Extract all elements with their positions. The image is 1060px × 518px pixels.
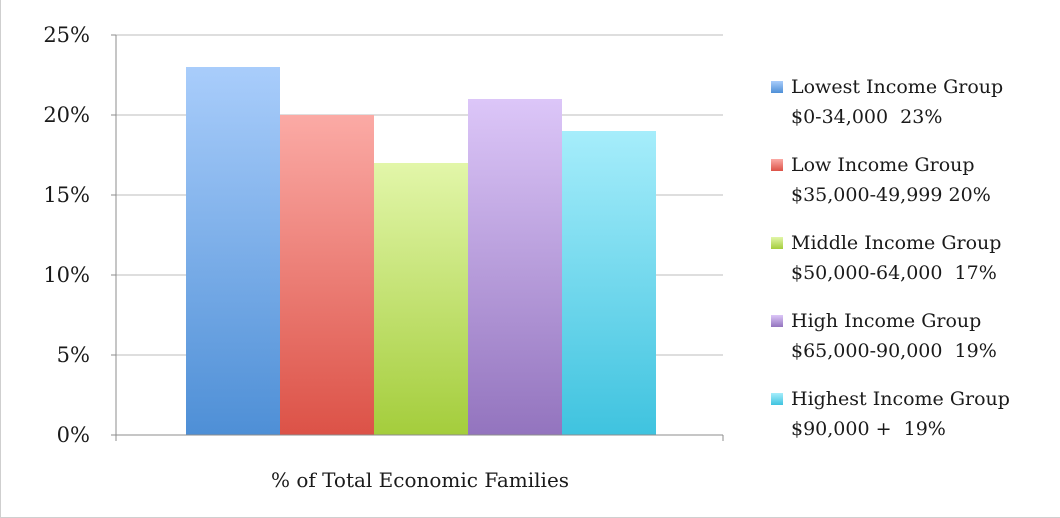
legend-item: High Income Group $65,000-90,000 19%	[771, 306, 1056, 384]
legend-label: Lowest Income Group $0-34,000 23%	[791, 72, 1003, 132]
tick-labels: 0% 5% 10% 15% 20% 25%	[43, 23, 90, 447]
legend-label-line1: Low Income Group	[791, 154, 975, 176]
y-tick-label: 25%	[43, 23, 90, 47]
legend-label-line1: Middle Income Group	[791, 232, 1002, 254]
legend-label-line2: $35,000-49,999 20%	[791, 184, 991, 206]
legend-swatch	[771, 81, 783, 93]
y-tick-label: 5%	[57, 343, 90, 367]
legend-label-line2: $65,000-90,000 19%	[791, 340, 997, 362]
legend: Lowest Income Group $0-34,000 23% Low Inco…	[771, 72, 1056, 462]
bar-2	[280, 115, 374, 435]
legend-label-line1: Highest Income Group	[791, 388, 1010, 410]
legend-label-line2: $0-34,000 23%	[791, 106, 943, 128]
legend-item: Low Income Group $35,000-49,999 20%	[771, 150, 1056, 228]
legend-label-line2: $50,000-64,000 17%	[791, 262, 997, 284]
bars	[186, 67, 656, 435]
legend-swatch	[771, 315, 783, 327]
y-tick-label: 20%	[43, 103, 90, 127]
bar-1	[186, 67, 280, 435]
legend-label: Middle Income Group $50,000-64,000 17%	[791, 228, 1001, 288]
y-tick-label: 0%	[57, 423, 90, 447]
x-axis-title: % of Total Economic Families	[271, 468, 569, 492]
legend-item: Lowest Income Group $0-34,000 23%	[771, 72, 1056, 150]
legend-label: High Income Group $65,000-90,000 19%	[791, 306, 997, 366]
legend-label-line1: High Income Group	[791, 310, 982, 332]
axes	[111, 34, 724, 441]
legend-swatch	[771, 393, 783, 405]
legend-swatch	[771, 159, 783, 171]
y-tick-label: 15%	[43, 183, 90, 207]
legend-label-line2: $90,000 + 19%	[791, 418, 946, 440]
legend-label: Low Income Group $35,000-49,999 20%	[791, 150, 991, 210]
legend-swatch	[771, 237, 783, 249]
legend-item: Middle Income Group $50,000-64,000 17%	[771, 228, 1056, 306]
y-tick-label: 10%	[43, 263, 90, 287]
bar-5	[562, 131, 656, 435]
legend-item: Highest Income Group $90,000 + 19%	[771, 384, 1056, 462]
bar-4	[468, 99, 562, 435]
legend-label: Highest Income Group $90,000 + 19%	[791, 384, 1010, 444]
bar-3	[374, 163, 468, 435]
legend-label-line1: Lowest Income Group	[791, 76, 1004, 98]
